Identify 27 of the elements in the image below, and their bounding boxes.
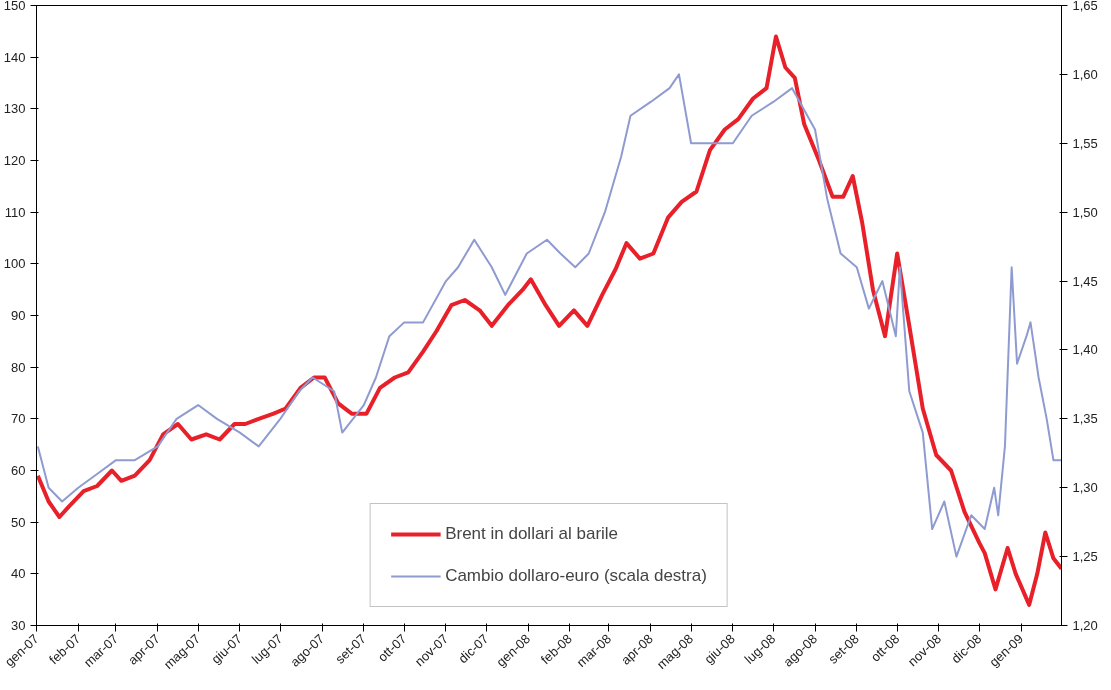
y-tick-label: 80 bbox=[11, 359, 26, 375]
y-tick-label: 130 bbox=[3, 101, 26, 117]
y-tick-label: 140 bbox=[3, 49, 26, 65]
y-tick-label: 90 bbox=[11, 308, 26, 323]
y-tick-label: 70 bbox=[11, 411, 26, 427]
y2-tick-label: 1,20 bbox=[1072, 618, 1098, 633]
y2-tick-label: 1,60 bbox=[1072, 66, 1098, 82]
y-tick-label: 40 bbox=[11, 566, 26, 582]
y2-tick-label: 1,40 bbox=[1072, 342, 1098, 358]
y-tick-label: 30 bbox=[11, 618, 26, 633]
y2-tick-label: 1,45 bbox=[1072, 273, 1098, 289]
legend-label: Brent in dollari al barile bbox=[445, 524, 619, 544]
y2-tick-label: 1,25 bbox=[1072, 549, 1098, 565]
legend-label: Cambio dollaro-euro (scala destra) bbox=[445, 566, 707, 586]
y2-tick-label: 1,50 bbox=[1072, 204, 1098, 220]
y-tick-label: 150 bbox=[3, 0, 26, 13]
y2-tick-label: 1,55 bbox=[1072, 135, 1098, 151]
line-series bbox=[36, 34, 1062, 607]
y-tick-label: 100 bbox=[3, 256, 26, 272]
line-series bbox=[36, 73, 1062, 558]
y2-tick-label: 1,35 bbox=[1072, 411, 1098, 427]
y-tick-label: 60 bbox=[11, 463, 26, 478]
y2-tick-label: 1,65 bbox=[1072, 0, 1098, 13]
y-tick-label: 50 bbox=[11, 514, 26, 530]
y2-tick-label: 1,30 bbox=[1072, 480, 1098, 496]
y-tick-label: 120 bbox=[3, 153, 26, 168]
y-tick-label: 110 bbox=[4, 204, 26, 220]
